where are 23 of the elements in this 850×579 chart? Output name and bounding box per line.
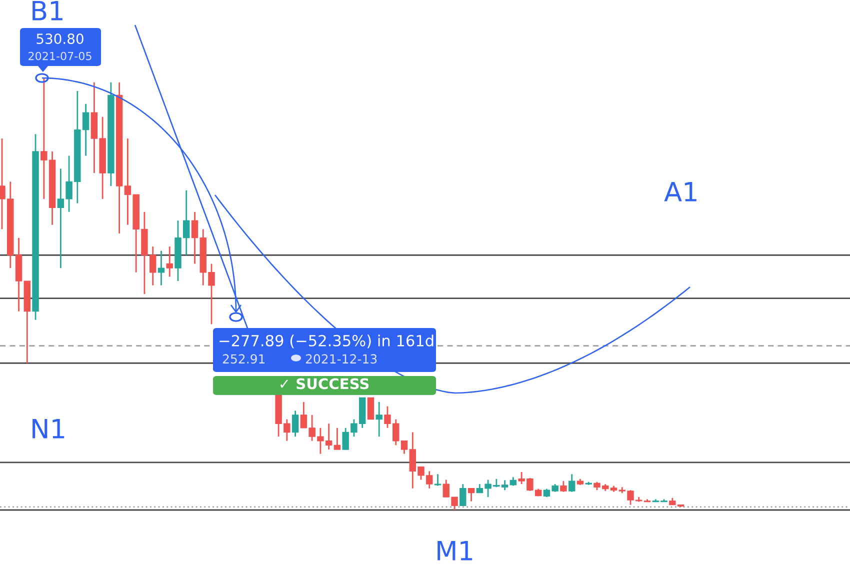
candlestick: [568, 473, 576, 493]
candlestick: [434, 473, 442, 487]
candlestick: [334, 427, 341, 450]
candlestick: [158, 250, 165, 286]
annotation: 2021-12-13: [306, 354, 377, 364]
text: 2021-07-05: [28, 52, 92, 60]
annotation: −277.89 (−52.35%) in 161d: [220, 334, 434, 348]
annotation: N1: [32, 419, 64, 438]
candlestick: [400, 440, 408, 455]
candlestick: [166, 246, 173, 278]
candlestick: [460, 483, 466, 506]
candlestick: [367, 397, 374, 420]
candlestick: [376, 401, 382, 438]
annotation: 252.91: [222, 354, 265, 364]
text: B1: [32, 1, 62, 20]
candlestick: [191, 211, 198, 264]
text: 530.80: [36, 34, 84, 44]
annotation: A1: [664, 182, 696, 202]
annotation: ✓ SUCCESS: [280, 378, 369, 390]
candlestick: [468, 488, 475, 502]
candlestick: [292, 410, 299, 438]
text: M1: [438, 541, 472, 560]
candlestick: [560, 480, 567, 493]
